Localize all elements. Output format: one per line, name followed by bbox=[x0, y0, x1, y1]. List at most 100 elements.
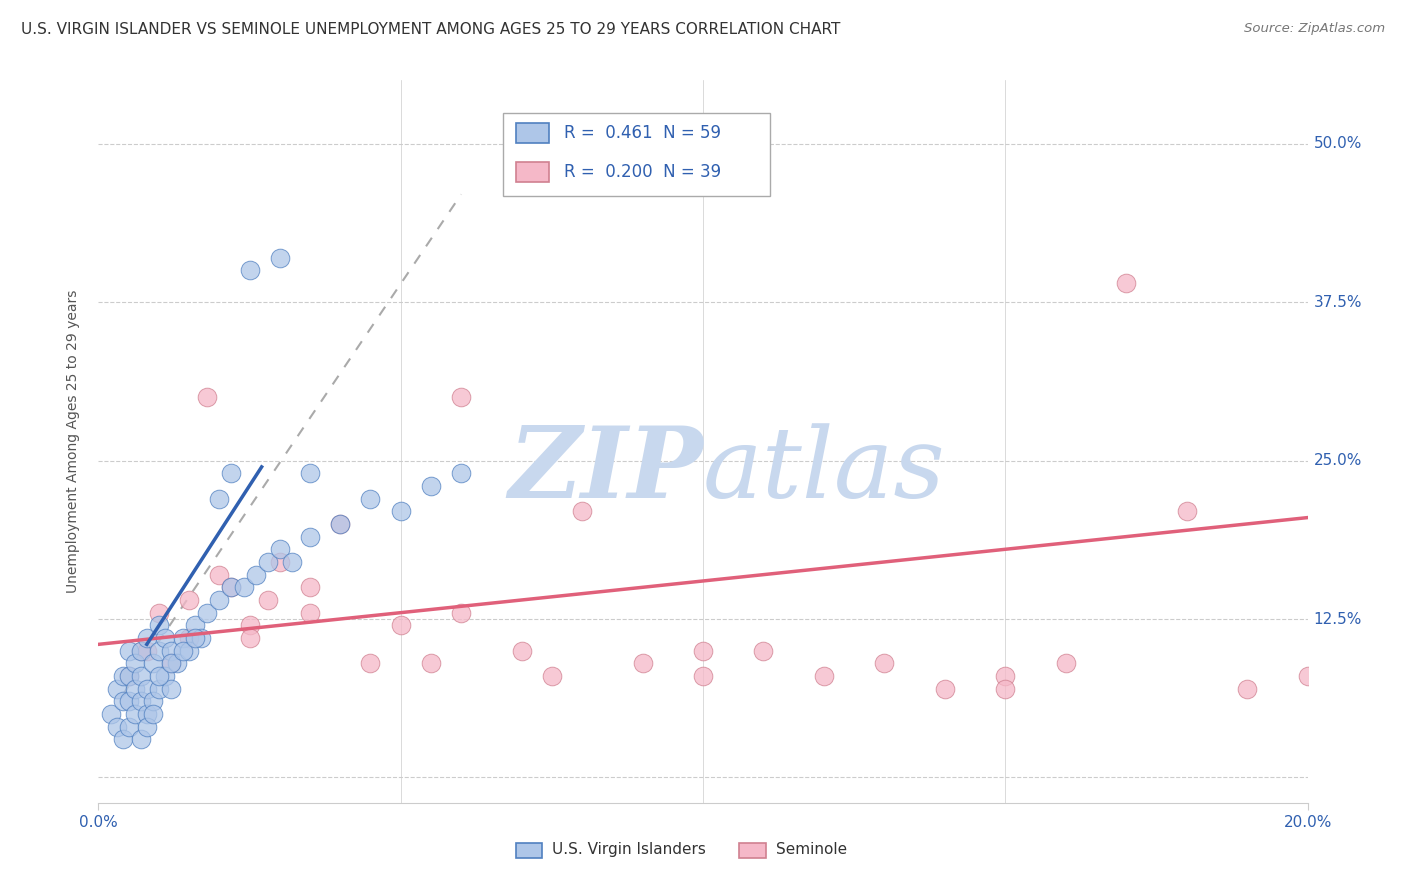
Point bbox=[190, 631, 212, 645]
Point bbox=[111, 694, 134, 708]
Point bbox=[1296, 669, 1319, 683]
Point bbox=[208, 491, 231, 506]
Point bbox=[118, 669, 141, 683]
Point bbox=[172, 643, 194, 657]
Point bbox=[124, 657, 146, 671]
Point bbox=[166, 657, 188, 671]
Point bbox=[256, 593, 278, 607]
Point bbox=[135, 631, 157, 645]
Point bbox=[245, 567, 267, 582]
Point bbox=[540, 669, 562, 683]
Point bbox=[135, 707, 157, 722]
Point bbox=[129, 669, 152, 683]
Point bbox=[184, 631, 207, 645]
Point bbox=[631, 657, 654, 671]
Text: R =  0.200  N = 39: R = 0.200 N = 39 bbox=[564, 163, 721, 181]
Point bbox=[389, 504, 412, 518]
Point bbox=[329, 516, 352, 531]
Point bbox=[142, 707, 165, 722]
Point bbox=[179, 643, 201, 657]
Text: U.S. VIRGIN ISLANDER VS SEMINOLE UNEMPLOYMENT AMONG AGES 25 TO 29 YEARS CORRELAT: U.S. VIRGIN ISLANDER VS SEMINOLE UNEMPLO… bbox=[21, 22, 841, 37]
Point bbox=[994, 669, 1017, 683]
Point bbox=[510, 643, 533, 657]
FancyBboxPatch shape bbox=[503, 112, 769, 196]
Point bbox=[299, 530, 322, 544]
Point bbox=[118, 669, 141, 683]
Text: R =  0.461  N = 59: R = 0.461 N = 59 bbox=[564, 124, 721, 142]
Point bbox=[124, 681, 146, 696]
Point bbox=[239, 263, 262, 277]
Point bbox=[195, 390, 218, 404]
Point bbox=[129, 732, 152, 747]
Text: 25.0%: 25.0% bbox=[1313, 453, 1362, 468]
Point bbox=[184, 618, 207, 632]
Point bbox=[1236, 681, 1258, 696]
Point bbox=[232, 580, 254, 594]
Point bbox=[135, 720, 157, 734]
Point bbox=[873, 657, 896, 671]
Point bbox=[360, 491, 382, 506]
Point bbox=[571, 504, 593, 518]
Point bbox=[1115, 276, 1137, 290]
Text: 37.5%: 37.5% bbox=[1313, 294, 1362, 310]
Point bbox=[100, 707, 122, 722]
Point bbox=[420, 479, 443, 493]
Point bbox=[221, 580, 243, 594]
Point bbox=[994, 681, 1017, 696]
Point bbox=[129, 643, 152, 657]
Text: 12.5%: 12.5% bbox=[1313, 612, 1362, 626]
Text: atlas: atlas bbox=[703, 423, 946, 518]
Point bbox=[111, 669, 134, 683]
FancyBboxPatch shape bbox=[516, 162, 550, 182]
Point bbox=[148, 618, 170, 632]
Point bbox=[389, 618, 412, 632]
Point bbox=[221, 467, 243, 481]
Point bbox=[142, 694, 165, 708]
Point bbox=[118, 694, 141, 708]
Point bbox=[239, 631, 262, 645]
Point bbox=[195, 606, 218, 620]
Point bbox=[160, 657, 183, 671]
Point bbox=[1175, 504, 1198, 518]
Text: U.S. Virgin Islanders: U.S. Virgin Islanders bbox=[551, 842, 706, 857]
Point bbox=[360, 657, 382, 671]
Text: Seminole: Seminole bbox=[776, 842, 846, 857]
Point bbox=[420, 657, 443, 671]
Point bbox=[813, 669, 835, 683]
Point bbox=[105, 720, 128, 734]
Y-axis label: Unemployment Among Ages 25 to 29 years: Unemployment Among Ages 25 to 29 years bbox=[66, 290, 80, 593]
Point bbox=[129, 643, 152, 657]
Point bbox=[299, 606, 322, 620]
Point bbox=[692, 643, 714, 657]
Point bbox=[281, 555, 304, 569]
Point bbox=[299, 467, 322, 481]
FancyBboxPatch shape bbox=[740, 843, 766, 858]
Point bbox=[129, 694, 152, 708]
Point bbox=[450, 467, 472, 481]
Point bbox=[752, 643, 775, 657]
Point bbox=[118, 643, 141, 657]
Point bbox=[135, 643, 157, 657]
Point bbox=[153, 631, 176, 645]
Text: 50.0%: 50.0% bbox=[1313, 136, 1362, 151]
Point bbox=[1054, 657, 1077, 671]
Point bbox=[160, 643, 183, 657]
Point bbox=[148, 606, 170, 620]
Point bbox=[208, 593, 231, 607]
Point bbox=[172, 631, 194, 645]
Text: Source: ZipAtlas.com: Source: ZipAtlas.com bbox=[1244, 22, 1385, 36]
Point bbox=[160, 657, 183, 671]
Point bbox=[299, 580, 322, 594]
Point bbox=[118, 720, 141, 734]
Point bbox=[124, 707, 146, 722]
Point bbox=[160, 681, 183, 696]
Point bbox=[450, 390, 472, 404]
Point bbox=[208, 567, 231, 582]
Point bbox=[692, 669, 714, 683]
Point bbox=[153, 669, 176, 683]
Point bbox=[269, 555, 291, 569]
Point bbox=[269, 251, 291, 265]
Point bbox=[179, 593, 201, 607]
Point bbox=[111, 732, 134, 747]
Point bbox=[329, 516, 352, 531]
